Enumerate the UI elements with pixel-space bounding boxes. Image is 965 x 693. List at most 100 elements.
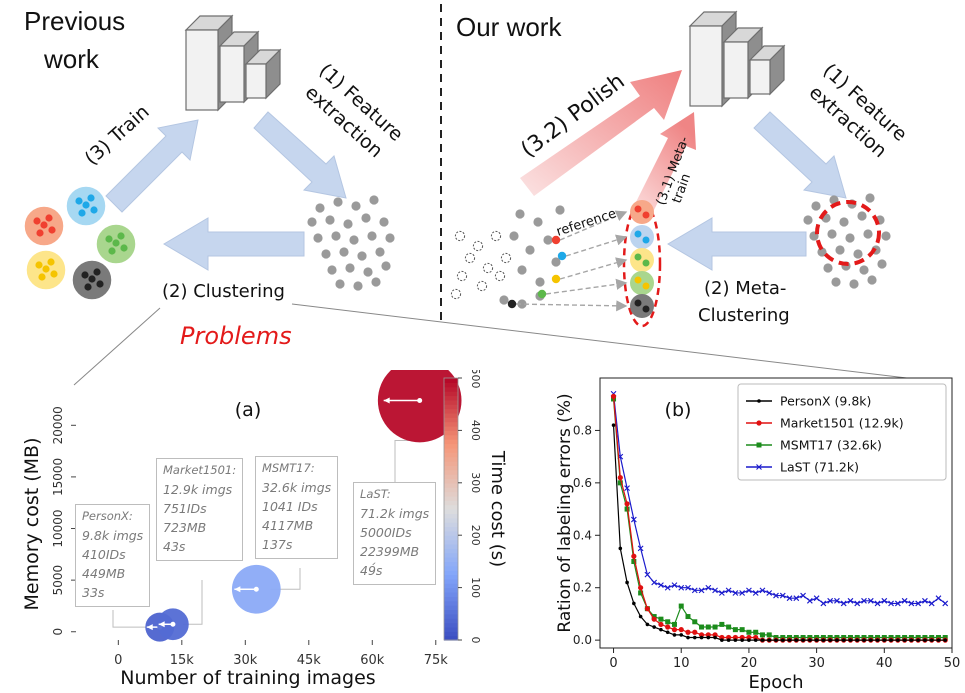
data-point (732, 590, 739, 596)
data-point (901, 597, 908, 604)
x-tick-label: 45k (297, 653, 322, 668)
colorbar-segment (444, 543, 458, 549)
reference-point (634, 205, 642, 213)
data-point (902, 635, 908, 641)
data-point (712, 587, 718, 594)
clustering-arrow-left (163, 217, 305, 271)
data-point (854, 600, 861, 607)
bubble-center (170, 621, 176, 627)
reference-cluster (630, 271, 654, 295)
data-point (779, 592, 786, 599)
data-point (651, 579, 658, 586)
reference-point (642, 236, 650, 244)
feature-point (325, 215, 335, 225)
data-point (868, 635, 874, 641)
data-point (691, 587, 698, 594)
feature-point (363, 267, 373, 277)
feature-point (867, 275, 877, 285)
colorbar-segment (444, 557, 458, 562)
cluster-point (112, 239, 120, 247)
x-tick-label: 15k (170, 653, 195, 668)
x-tick-label: 40 (876, 656, 893, 671)
y-tick-label: 0.2 (573, 581, 592, 595)
feature-point (827, 229, 837, 239)
info-box-market1501: Market1501: 12.9k imgs 751IDs 723MB 43s (156, 458, 244, 561)
data-point (786, 595, 793, 602)
colorbar-tick-label: 400 (469, 420, 482, 441)
reference-source-point (557, 251, 567, 261)
cluster-point (75, 197, 83, 205)
reference-point (642, 211, 650, 219)
data-point (671, 621, 677, 627)
feature-point (877, 259, 887, 269)
info-line: 1041 IDs (262, 499, 318, 514)
x-tick-label: 0 (609, 656, 617, 671)
data-point (834, 635, 840, 641)
data-point (712, 624, 718, 630)
data-point (638, 585, 644, 591)
data-point (780, 635, 786, 641)
data-point (820, 600, 827, 607)
feature-point (509, 231, 519, 241)
data-point (808, 638, 812, 642)
data-point (801, 638, 805, 642)
feature-point (839, 217, 849, 227)
data-point (800, 592, 806, 599)
feature-points-left (307, 195, 395, 291)
feature-point (313, 233, 323, 243)
data-point (746, 629, 752, 635)
info-line: 71.2k imgs (360, 506, 430, 521)
data-point (705, 632, 711, 638)
data-point (929, 635, 935, 641)
data-point (881, 597, 888, 604)
feature-point (331, 231, 341, 241)
feature-point (863, 229, 873, 239)
data-point (665, 630, 670, 635)
cluster-circles (23, 185, 137, 301)
y-tick-label: 5000 (51, 565, 65, 596)
colorbar-segment (444, 456, 458, 462)
data-point (678, 584, 685, 591)
data-point (638, 614, 643, 619)
bubble-arrowhead (234, 586, 241, 593)
data-point (923, 638, 927, 642)
colorbar-segment (444, 426, 458, 431)
feature-point (385, 233, 395, 243)
selected-region-circle (815, 200, 881, 266)
feature-point (517, 265, 527, 275)
data-point (739, 590, 746, 596)
reference-cluster (630, 248, 654, 272)
data-point (943, 638, 948, 642)
data-point (692, 619, 698, 625)
colorbar-segment (444, 509, 458, 514)
data-point (692, 629, 698, 635)
reference-point (634, 299, 642, 307)
data-point (756, 464, 762, 470)
data-point (753, 629, 759, 635)
data-point (705, 584, 712, 591)
legend-label: LaST (71.2k) (780, 460, 859, 475)
data-point (679, 633, 684, 637)
info-line: 449MB (82, 566, 126, 581)
colorbar-segment (444, 574, 458, 580)
feature-point (343, 219, 353, 229)
network-block-front (219, 45, 245, 103)
cluster-point (33, 217, 41, 225)
reference-source-point (551, 235, 561, 245)
data-point (732, 627, 738, 633)
x-tick-label: 30k (233, 653, 258, 668)
colorbar-segment (444, 378, 458, 383)
data-point (894, 600, 901, 607)
hollow-point (456, 270, 468, 282)
data-point (739, 627, 745, 633)
data-point (617, 475, 623, 481)
data-point (713, 635, 717, 640)
feature-point (525, 245, 535, 255)
x-axis-label: Epoch (748, 672, 803, 693)
data-point (678, 627, 684, 633)
colorbar-segment (444, 452, 458, 458)
cluster-point (105, 235, 113, 243)
network-icon-right (688, 10, 786, 108)
series-2 (611, 396, 948, 641)
data-point (828, 638, 832, 642)
